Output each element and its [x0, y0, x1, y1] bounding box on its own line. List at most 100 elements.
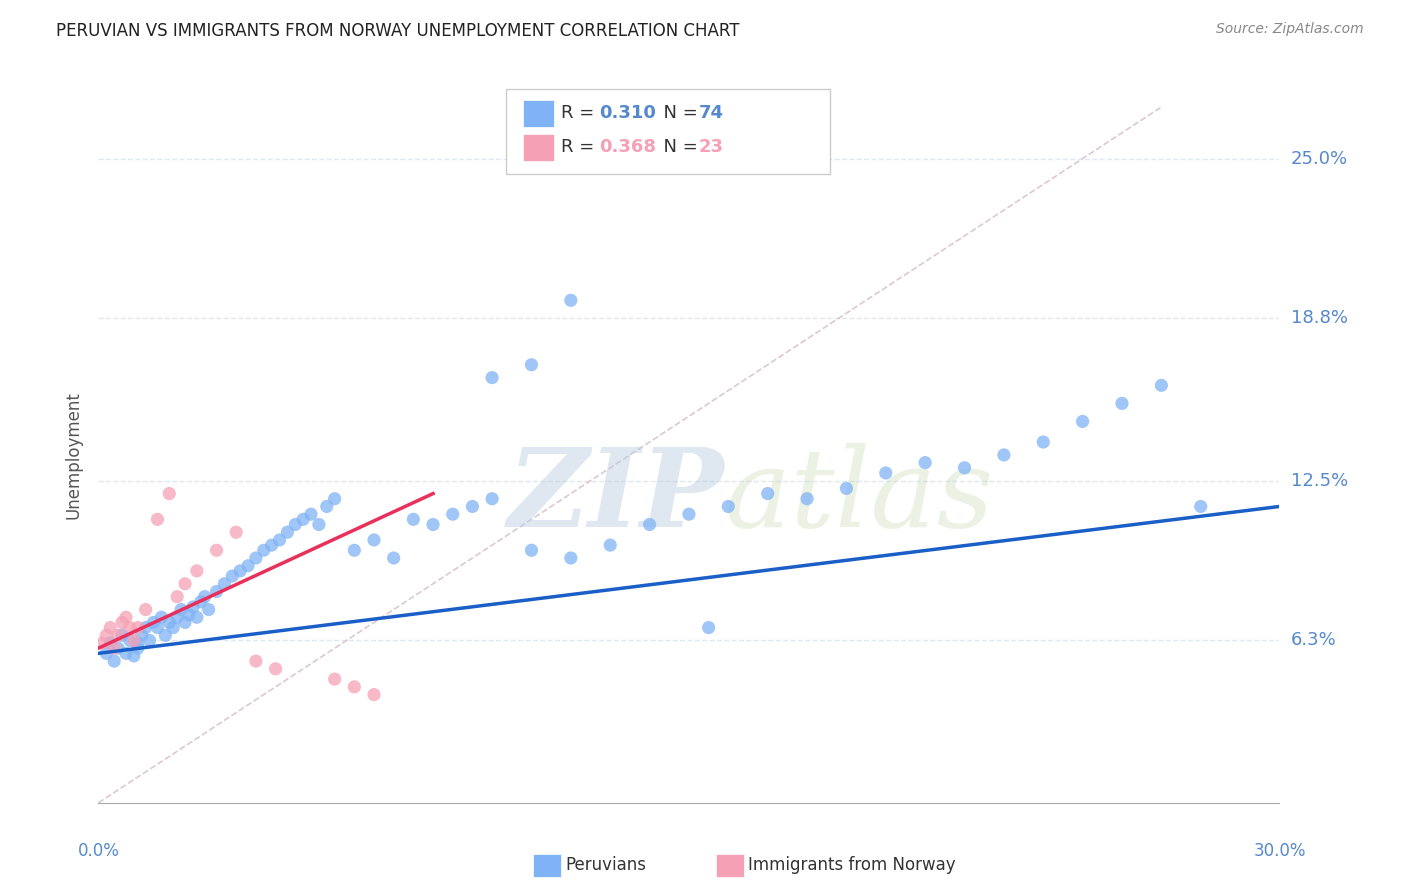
- Point: [461, 500, 484, 514]
- Point: [236, 558, 259, 573]
- Point: [717, 500, 740, 514]
- Text: 12.5%: 12.5%: [1291, 472, 1348, 490]
- Point: [157, 615, 180, 630]
- Text: Immigrants from Norway: Immigrants from Norway: [748, 856, 956, 874]
- Point: [174, 576, 197, 591]
- Point: [150, 610, 173, 624]
- Point: [194, 590, 217, 604]
- Point: [103, 641, 125, 656]
- Text: 0.0%: 0.0%: [77, 842, 120, 860]
- Point: [131, 628, 153, 642]
- Point: [107, 628, 129, 642]
- Point: [422, 517, 444, 532]
- Point: [292, 512, 315, 526]
- Point: [162, 621, 184, 635]
- Point: [96, 628, 118, 642]
- Text: 30.0%: 30.0%: [1253, 842, 1306, 860]
- Point: [560, 293, 582, 308]
- Point: [914, 456, 936, 470]
- Point: [343, 543, 366, 558]
- Point: [756, 486, 779, 500]
- Point: [118, 633, 141, 648]
- Point: [135, 621, 157, 635]
- Point: [269, 533, 291, 547]
- Point: [953, 460, 976, 475]
- Point: [91, 636, 114, 650]
- Point: [166, 610, 188, 624]
- Point: [122, 633, 145, 648]
- Point: [245, 551, 267, 566]
- Point: [190, 595, 212, 609]
- Point: [1071, 414, 1094, 428]
- Point: [253, 543, 276, 558]
- Point: [174, 615, 197, 630]
- Text: 6.3%: 6.3%: [1291, 632, 1336, 649]
- Text: Peruvians: Peruvians: [565, 856, 647, 874]
- Point: [127, 636, 149, 650]
- Text: 0.368: 0.368: [599, 138, 657, 156]
- Point: [115, 610, 138, 624]
- Point: [315, 500, 337, 514]
- Point: [135, 602, 157, 616]
- Point: [107, 641, 129, 656]
- Point: [98, 621, 121, 635]
- Point: [875, 466, 897, 480]
- Point: [155, 628, 177, 642]
- Point: [343, 680, 366, 694]
- Point: [142, 615, 165, 630]
- Text: 0.310: 0.310: [599, 104, 655, 122]
- Point: [186, 564, 208, 578]
- Point: [115, 646, 138, 660]
- Point: [835, 482, 858, 496]
- Point: [221, 569, 243, 583]
- Point: [1111, 396, 1133, 410]
- Point: [1032, 435, 1054, 450]
- Point: [363, 688, 385, 702]
- Point: [138, 633, 160, 648]
- Point: [146, 621, 169, 635]
- Text: 74: 74: [699, 104, 724, 122]
- Point: [111, 628, 134, 642]
- Text: 18.8%: 18.8%: [1291, 310, 1347, 327]
- Point: [481, 491, 503, 506]
- Point: [127, 641, 149, 656]
- Point: [111, 615, 134, 630]
- Point: [441, 507, 464, 521]
- Point: [186, 610, 208, 624]
- Point: [323, 491, 346, 506]
- Point: [638, 517, 661, 532]
- Point: [197, 602, 219, 616]
- Point: [323, 672, 346, 686]
- Text: N =: N =: [652, 104, 704, 122]
- Point: [170, 602, 193, 616]
- Point: [402, 512, 425, 526]
- Point: [229, 564, 252, 578]
- Point: [146, 512, 169, 526]
- Point: [560, 551, 582, 566]
- Point: [299, 507, 322, 521]
- Point: [284, 517, 307, 532]
- Point: [157, 486, 180, 500]
- Point: [382, 551, 405, 566]
- Point: [127, 621, 149, 635]
- Text: PERUVIAN VS IMMIGRANTS FROM NORWAY UNEMPLOYMENT CORRELATION CHART: PERUVIAN VS IMMIGRANTS FROM NORWAY UNEMP…: [56, 22, 740, 40]
- Point: [122, 648, 145, 663]
- Point: [96, 646, 118, 660]
- Point: [796, 491, 818, 506]
- Text: R =: R =: [561, 104, 600, 122]
- Point: [276, 525, 298, 540]
- Point: [264, 662, 287, 676]
- Point: [697, 621, 720, 635]
- Point: [678, 507, 700, 521]
- Point: [181, 599, 204, 614]
- Point: [363, 533, 385, 547]
- Point: [260, 538, 283, 552]
- Point: [103, 654, 125, 668]
- Point: [1189, 500, 1212, 514]
- Point: [205, 584, 228, 599]
- Text: ZIP: ZIP: [508, 443, 724, 550]
- Point: [177, 607, 200, 622]
- Text: 23: 23: [699, 138, 724, 156]
- Text: N =: N =: [652, 138, 704, 156]
- Point: [1150, 378, 1173, 392]
